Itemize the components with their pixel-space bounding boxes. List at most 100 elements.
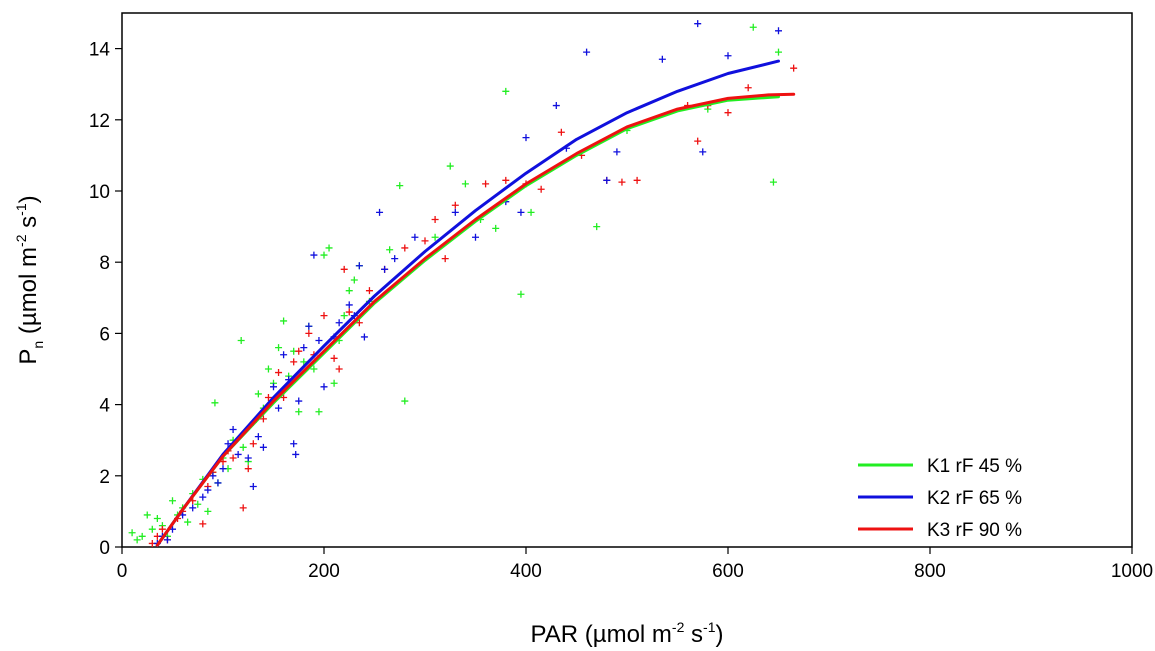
- data-point: [472, 233, 479, 241]
- data-point: [320, 383, 328, 391]
- data-point: [264, 393, 272, 401]
- data-point: [613, 148, 621, 156]
- data-point: [237, 337, 245, 345]
- fit-curves: [155, 59, 796, 547]
- legend: K1 rF 45 % K2 rF 65 % K3 rF 90 %: [858, 456, 1022, 541]
- data-point: [199, 520, 207, 528]
- y-tick-label: 2: [99, 467, 110, 488]
- data-point: [482, 180, 490, 188]
- data-point: [396, 182, 404, 190]
- data-point: [345, 287, 353, 295]
- data-point: [229, 426, 237, 434]
- axis-ticks: 0 200 400 600 800 1000 0 2 4 6 8 10 12 14: [89, 40, 1153, 582]
- data-point: [153, 515, 161, 523]
- data-point: [184, 518, 192, 526]
- data-point: [355, 262, 363, 270]
- data-point: [264, 365, 272, 373]
- y-tick-label: 12: [89, 111, 110, 132]
- data-point: [234, 450, 242, 458]
- data-point: [517, 290, 525, 298]
- plot-frame: [121, 12, 1133, 548]
- data-point: [527, 208, 535, 216]
- data-point: [310, 365, 318, 373]
- fit-curve: [155, 59, 780, 547]
- data-point: [401, 397, 409, 405]
- data-point: [249, 440, 257, 448]
- data-point: [138, 532, 146, 540]
- data-point: [593, 223, 601, 231]
- data-point: [618, 178, 626, 186]
- y-tick-label: 14: [89, 40, 111, 61]
- data-point: [259, 415, 267, 423]
- data-point: [305, 322, 313, 330]
- data-point: [365, 287, 373, 295]
- data-point: [401, 244, 409, 252]
- x-axis-title: PAR (µmol m-2 s-1): [531, 619, 724, 648]
- y-axis-title: Pn (µmol m-2 s-1): [13, 195, 46, 364]
- data-point: [790, 64, 798, 72]
- fit-curve: [155, 92, 796, 547]
- data-point: [219, 465, 227, 473]
- x-tick-label: 200: [308, 561, 340, 582]
- data-point: [502, 176, 510, 184]
- data-point: [552, 102, 560, 110]
- data-point: [148, 525, 156, 533]
- data-point: [128, 529, 136, 537]
- data-point: [775, 48, 782, 56]
- data-point: [350, 276, 358, 284]
- data-point: [769, 178, 777, 186]
- data-point: [239, 504, 247, 512]
- x-tick-label: 600: [712, 561, 744, 582]
- data-point: [345, 301, 353, 309]
- data-point: [775, 27, 782, 35]
- data-point: [492, 224, 500, 232]
- data-point: [583, 48, 591, 56]
- data-point: [295, 397, 303, 405]
- data-point: [431, 233, 439, 241]
- data-point: [295, 347, 303, 355]
- data-point: [537, 185, 545, 193]
- data-point: [335, 319, 343, 327]
- data-point: [169, 497, 176, 505]
- data-point: [229, 454, 237, 462]
- data-point: [292, 450, 300, 458]
- data-point: [275, 369, 283, 377]
- data-point: [295, 408, 303, 416]
- data-point: [749, 23, 757, 31]
- data-point: [557, 128, 565, 136]
- data-point: [211, 399, 219, 407]
- data-point: [158, 525, 166, 533]
- data-point: [133, 536, 141, 544]
- data-point: [517, 208, 525, 216]
- data-point: [244, 454, 252, 462]
- data-point: [360, 333, 368, 341]
- data-point: [320, 251, 328, 259]
- x-tick-label: 400: [510, 561, 542, 582]
- data-point: [214, 479, 222, 487]
- y-tick-label: 0: [99, 538, 110, 559]
- data-point: [244, 465, 252, 473]
- data-point: [320, 312, 328, 320]
- data-point: [340, 312, 348, 320]
- data-point: [603, 176, 611, 184]
- data-point: [744, 84, 752, 92]
- data-point: [199, 493, 207, 501]
- data-point: [502, 87, 510, 95]
- data-point: [699, 148, 707, 156]
- fit-curve: [155, 95, 780, 547]
- data-point: [694, 20, 702, 28]
- data-point: [275, 344, 283, 352]
- data-point: [204, 507, 212, 515]
- data-point: [315, 337, 323, 345]
- data-point: [204, 486, 212, 494]
- legend-label: K1 rF 45 %: [927, 456, 1022, 477]
- data-point: [189, 504, 197, 512]
- x-tick-label: 1000: [1111, 561, 1153, 582]
- x-tick-label: 800: [914, 561, 946, 582]
- data-point: [330, 354, 338, 362]
- data-point: [224, 440, 232, 448]
- data-point: [411, 233, 419, 241]
- data-point: [694, 137, 702, 145]
- data-point: [239, 443, 247, 451]
- data-points: [128, 20, 798, 547]
